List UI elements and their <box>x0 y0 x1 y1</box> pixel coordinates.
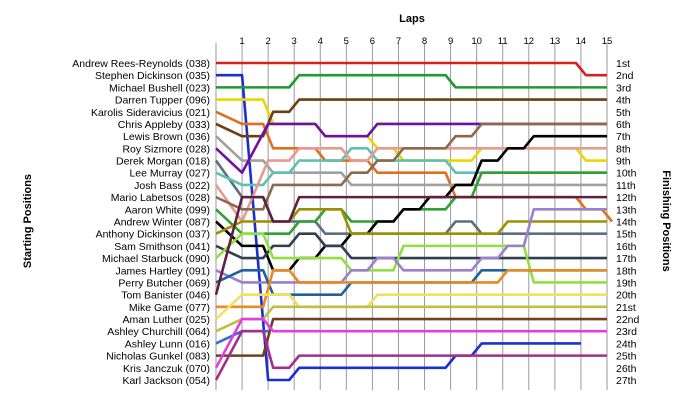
driver-position-line <box>215 122 607 211</box>
driver-position-line <box>215 305 607 333</box>
finish-position-label: 4th <box>616 95 631 107</box>
finish-position-label: 15th <box>616 229 637 241</box>
driver-position-line <box>215 134 607 272</box>
finish-position-label: 7th <box>616 131 631 143</box>
finish-position-label: 13th <box>616 204 637 216</box>
driver-label: Mike Game (077) <box>129 302 210 314</box>
driver-position-line <box>215 110 614 223</box>
finish-position-label: 12th <box>616 192 637 204</box>
finish-position-label: 6th <box>616 119 631 131</box>
driver-label: Perry Butcher (069) <box>118 277 210 289</box>
finish-position-label: 20th <box>616 290 637 302</box>
finish-position-label: 22nd <box>616 314 640 326</box>
finish-position-label: 19th <box>616 277 637 289</box>
driver-position-line <box>216 317 607 357</box>
finish-position-label: 1st <box>616 58 630 70</box>
finish-position-label: 5th <box>616 107 631 119</box>
lap-tick-label: 1 <box>239 36 244 47</box>
finish-position-label: 24th <box>616 338 637 350</box>
finish-position-label: 14th <box>616 217 637 229</box>
driver-position-line <box>216 73 607 89</box>
driver-label: Anthony Dickinson (037) <box>96 229 210 241</box>
driver-label: Derek Morgan (018) <box>116 156 210 168</box>
finish-position-label: 25th <box>616 351 637 363</box>
finish-position-label: 10th <box>616 168 637 180</box>
driver-label: Sam Smithson (041) <box>114 241 210 253</box>
driver-position-line <box>215 171 607 235</box>
lap-tick-label: 7 <box>396 36 401 47</box>
lap-tick-label: 2 <box>265 36 270 47</box>
lap-tick-label: 15 <box>602 36 613 47</box>
chart-grid <box>215 43 608 390</box>
driver-label: Andrew Rees-Reynolds (038) <box>72 58 210 70</box>
finish-position-label: 9th <box>616 156 631 168</box>
driver-label: Nicholas Gunkel (083) <box>106 351 210 363</box>
driver-position-line <box>214 147 607 223</box>
driver-label: Lee Murray (027) <box>129 168 210 180</box>
x-axis-title: Laps <box>399 13 425 25</box>
driver-label: Karl Jackson (054) <box>122 375 210 387</box>
lap-tick-label: 14 <box>576 36 587 47</box>
driver-label: Aman Luther (025) <box>122 314 210 326</box>
finish-position-label: 17th <box>616 253 637 265</box>
driver-label: Ashley Lunn (016) <box>125 338 210 350</box>
lap-tick-label: 13 <box>550 36 561 47</box>
driver-position-line <box>216 98 607 162</box>
lap-tick-label: 6 <box>370 36 375 47</box>
finish-position-label: 23rd <box>616 326 637 338</box>
lap-tick-label: 11 <box>498 36 508 47</box>
driver-label: Darren Tupper (096) <box>115 95 210 107</box>
left-axis-title: Starting Positions <box>22 174 34 268</box>
lap-tick-label: 8 <box>422 36 427 47</box>
lap-tick-label: 9 <box>448 36 453 47</box>
finish-position-label: 2nd <box>616 70 634 82</box>
finish-position-label: 8th <box>616 143 631 155</box>
lap-tick-label: 3 <box>292 36 297 47</box>
driver-label: Josh Bass (022) <box>134 180 210 192</box>
finish-position-label: 21st <box>616 302 636 314</box>
lap-tick-label: 12 <box>524 36 535 47</box>
driver-position-line <box>215 293 607 320</box>
finish-position-label: 16th <box>616 241 637 253</box>
driver-label: Andrew Winter (087) <box>114 217 210 229</box>
driver-position-line <box>215 232 607 260</box>
driver-position-line <box>214 329 607 381</box>
lap-tick-label: 5 <box>344 36 349 47</box>
driver-label: Roy Sizmore (028) <box>122 143 210 155</box>
driver-position-line <box>215 147 607 187</box>
lap-tick-label: 10 <box>471 36 482 47</box>
driver-position-line <box>215 98 607 138</box>
driver-label: Lewis Brown (036) <box>123 131 210 143</box>
driver-label: Ashley Churchill (064) <box>107 326 210 338</box>
driver-label: Kris Janczuk (070) <box>123 363 210 375</box>
driver-position-line <box>216 61 607 77</box>
driver-position-line <box>214 195 607 295</box>
driver-label: Tom Banister (046) <box>121 290 210 302</box>
driver-label: Michael Bushell (023) <box>109 82 210 94</box>
lap-tick-label: 4 <box>318 36 323 47</box>
finish-position-label: 3rd <box>616 82 631 94</box>
driver-label: Mario Labetsos (028) <box>111 192 210 204</box>
driver-position-line <box>216 268 607 309</box>
driver-label: Chris Appleby (033) <box>118 119 210 131</box>
driver-position-line <box>216 73 581 382</box>
driver-label: Stephen Dickinson (035) <box>95 70 210 82</box>
driver-position-line <box>215 232 607 284</box>
finish-position-label: 27th <box>616 375 637 387</box>
driver-position-line <box>215 135 607 187</box>
driver-label: James Hartley (091) <box>115 265 210 277</box>
driver-label: Michael Starbuck (090) <box>102 253 210 265</box>
finish-position-label: 18th <box>616 265 637 277</box>
driver-label: Aaron White (099) <box>125 204 210 216</box>
finish-position-label: 11th <box>616 180 636 192</box>
position-lines <box>214 61 614 382</box>
finish-position-label: 26th <box>616 363 637 375</box>
driver-position-line <box>214 317 607 369</box>
driver-label: Karolis Sideravicius (021) <box>91 107 210 119</box>
right-axis-title: Finishing Positions <box>660 170 672 271</box>
